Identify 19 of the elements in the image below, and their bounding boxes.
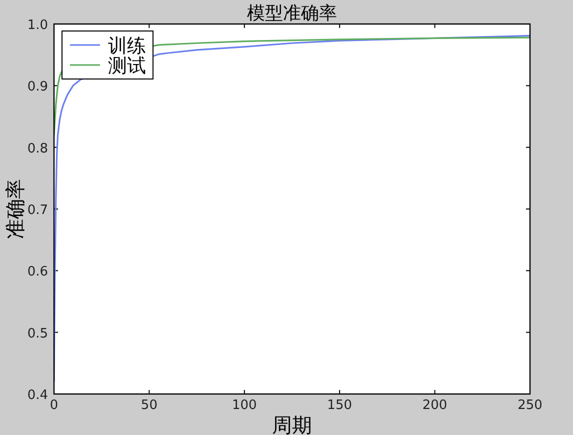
y-tick-label: 0.8 xyxy=(27,141,48,156)
y-tick-label: 0.7 xyxy=(27,203,48,218)
x-tick-label: 150 xyxy=(327,398,352,413)
legend-label: 测试 xyxy=(108,55,146,77)
x-tick-label: 50 xyxy=(140,398,158,413)
x-tick-label: 250 xyxy=(518,398,542,413)
y-tick-label: 0.9 xyxy=(27,80,48,95)
y-tick-label: 0.4 xyxy=(27,388,48,403)
chart-title: 模型准确率 xyxy=(247,3,337,24)
line-series xyxy=(54,34,530,382)
legend-label: 训练 xyxy=(108,35,146,57)
x-tick-label: 200 xyxy=(422,398,448,413)
x-tick-label: 100 xyxy=(232,398,257,413)
y-axis-title: 准确率 xyxy=(3,179,27,239)
y-tick-label: 1.0 xyxy=(27,18,48,33)
x-axis-title: 周期 xyxy=(272,413,312,435)
y-tick-label: 0.5 xyxy=(27,326,48,342)
y-tick-label: 0.6 xyxy=(27,264,48,280)
x-tick-label: 0 xyxy=(50,398,58,413)
